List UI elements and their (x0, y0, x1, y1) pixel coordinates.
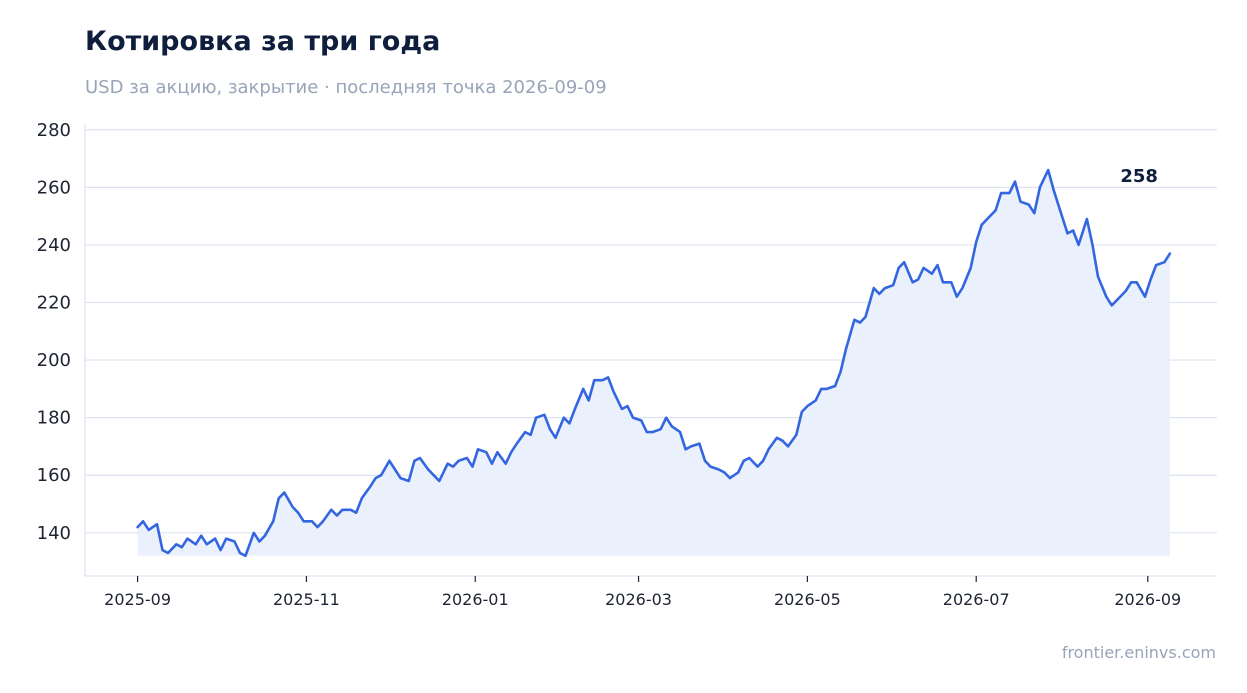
chart-subtitle: USD за акцию, закрытие · последняя точка… (85, 77, 607, 98)
y-tick-label: 240 (37, 235, 71, 256)
x-tick-label: 2026-07 (943, 590, 1010, 609)
y-tick-label: 200 (37, 350, 71, 371)
price-line-path (136, 168, 1172, 558)
chart-title: Котировка за три года (85, 26, 441, 57)
x-tick-label: 2025-09 (104, 590, 171, 609)
y-tick-label: 280 (37, 120, 71, 141)
x-tick-label: 2026-05 (774, 590, 841, 609)
x-tick-label: 2026-09 (1114, 590, 1181, 609)
tick-labels: 140 160 180 200 220 240 260 280 2025-09 2025-11 20… (37, 120, 1182, 609)
axes (84, 124, 1217, 582)
x-tick-label: 2026-03 (605, 590, 672, 609)
last-value-label: 258 (1120, 166, 1158, 187)
source-footer: frontier.eninvs.com (1061, 643, 1216, 662)
y-tick-label: 220 (37, 292, 71, 313)
x-tick-label: 2025-11 (273, 590, 340, 609)
y-tick-label: 180 (37, 408, 71, 429)
price-line (136, 168, 1172, 558)
price-area (137, 170, 1170, 556)
y-tick-label: 260 (37, 177, 71, 198)
y-tick-label: 140 (37, 523, 71, 544)
y-tick-label: 160 (37, 465, 71, 486)
x-tick-label: 2026-01 (442, 590, 509, 609)
area-fill (137, 170, 1170, 556)
